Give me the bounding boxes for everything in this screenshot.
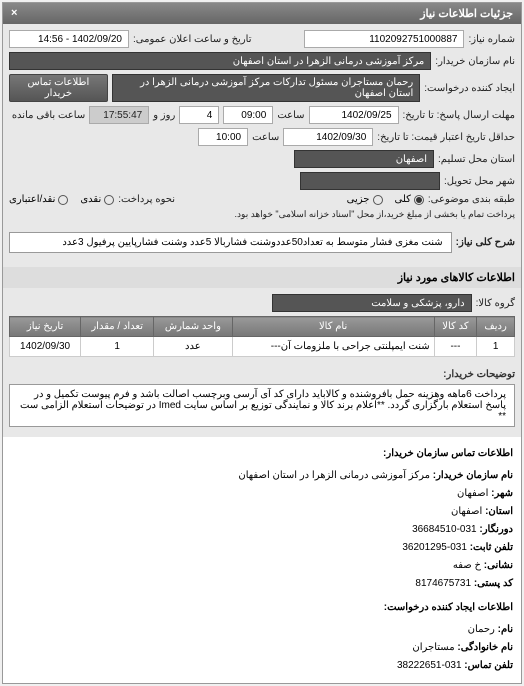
phone-label: تلفن ثابت: xyxy=(470,542,513,553)
close-icon[interactable]: × xyxy=(11,7,17,19)
remain-time-field: 17:55:47 xyxy=(89,106,149,124)
payment-note: پرداخت تمام یا بخشی از مبلغ خرید،از محل … xyxy=(235,209,515,220)
radio-partial-label: جزیی xyxy=(347,194,370,205)
city-c-label: شهر: xyxy=(491,488,513,499)
name-value: رحمان xyxy=(468,624,495,635)
cell-row: 1 xyxy=(477,337,515,357)
desc-box: شنت مغزی فشار متوسط به تعداد50عددوشنت فش… xyxy=(9,232,452,253)
notes-label: توضیحات خریدار: xyxy=(443,369,515,380)
org-value: مرکز آموزشی درمانی الزهرا در استان اصفها… xyxy=(238,470,430,481)
desc-label: شرح کلی نیاز: xyxy=(456,237,515,248)
city-label: شهر محل تحویل: xyxy=(444,176,515,187)
creator-field: رحمان مستاجران مسئول تدارکات مرکز آموزشی… xyxy=(112,74,420,102)
radio-cash-label: نقدی xyxy=(80,194,101,205)
req-number-label: شماره نیاز: xyxy=(468,34,515,45)
family-label: نام خانوادگی: xyxy=(457,642,513,653)
cell-name: شنت ایمپلنتی جراحی با ملزومات آن--- xyxy=(232,337,434,357)
col-row: ردیف xyxy=(477,317,515,337)
radio-credit-label: نقد/اعتباری xyxy=(9,194,55,205)
radio-credit[interactable]: نقد/اعتباری xyxy=(9,194,68,205)
postal-value: 8174675731 xyxy=(415,578,471,589)
family-value: مستاجران xyxy=(412,642,454,653)
deadline-time-label: ساعت xyxy=(277,110,304,121)
req-number-field: 1102092751000887 xyxy=(304,30,464,48)
panel-header: جزئیات اطلاعات نیاز × xyxy=(3,3,521,24)
deadline-date-field: 1402/09/25 xyxy=(309,106,399,124)
goods-section-title: اطلاعات کالاهای مورد نیاز xyxy=(3,267,521,288)
category-radio-group: کلی جزیی xyxy=(347,194,424,205)
province-label: استان: xyxy=(485,506,513,517)
category-label: طبقه بندی موضوعی: xyxy=(428,194,515,205)
days-field: 4 xyxy=(179,106,219,124)
contact-line: استان: اصفهان xyxy=(11,503,513,521)
remain-label: ساعت باقی مانده xyxy=(12,110,85,121)
radio-dot-icon xyxy=(414,195,424,205)
radio-cash[interactable]: نقدی xyxy=(80,194,114,205)
buyer-field: مرکز آموزشی درمانی الزهرا در استان اصفها… xyxy=(9,52,431,70)
radio-dot-icon xyxy=(58,195,68,205)
fax-value: 031-36684510 xyxy=(412,524,477,535)
table-row: 1 --- شنت ایمپلنتی جراحی با ملزومات آن--… xyxy=(10,337,515,357)
cell-qty: 1 xyxy=(81,337,154,357)
valid-date-field: 1402/09/30 xyxy=(283,128,373,146)
col-name: نام کالا xyxy=(232,317,434,337)
fax-label: دورنگار: xyxy=(479,524,513,535)
postal-label: کد پستی: xyxy=(474,578,513,589)
contact-line: کد پستی: 8174675731 xyxy=(11,575,513,593)
valid-time-field: 10:00 xyxy=(198,128,248,146)
days-label: روز و xyxy=(153,110,175,121)
contact-line: تلفن تماس: 031-38222651 xyxy=(11,657,513,675)
deadline-time-field: 09:00 xyxy=(223,106,273,124)
col-code: کد کالا xyxy=(434,317,477,337)
panel-title: جزئیات اطلاعات نیاز xyxy=(420,8,513,20)
contact-line: نام: رحمان xyxy=(11,621,513,639)
loc-field: اصفهان xyxy=(294,150,434,168)
notes-text: پرداخت 6ماهه وهزینه حمل بافروشنده و کالا… xyxy=(9,384,515,427)
cell-code: --- xyxy=(434,337,477,357)
buyer-label: نام سازمان خریدار: xyxy=(435,56,515,67)
city-field xyxy=(300,172,440,190)
contact-line: شهر: اصفهان xyxy=(11,485,513,503)
radio-all-label: کلی xyxy=(395,194,411,205)
contact-line: تلفن ثابت: 031-36201295 xyxy=(11,539,513,557)
name-label: نام: xyxy=(498,624,513,635)
contact-line: دورنگار: 031-36684510 xyxy=(11,521,513,539)
cell-date: 1402/09/30 xyxy=(10,337,81,357)
contact-line: نشانی: خ صفه xyxy=(11,557,513,575)
table-header-row: ردیف کد کالا نام کالا واحد شمارش تعداد /… xyxy=(10,317,515,337)
org-label: نام سازمان خریدار: xyxy=(433,470,513,481)
contact-line: نام سازمان خریدار: مرکز آموزشی درمانی ال… xyxy=(11,467,513,485)
phone-value: 031-36201295 xyxy=(402,542,467,553)
col-unit: واحد شمارش xyxy=(154,317,232,337)
valid-label: حداقل تاریخ اعتبار قیمت: تا تاریخ: xyxy=(377,132,515,143)
radio-partial[interactable]: جزیی xyxy=(347,194,383,205)
contact-button[interactable]: اطلاعات تماس خریدار xyxy=(9,74,108,102)
address-value: خ صفه xyxy=(453,560,481,571)
col-date: تاریخ نیاز xyxy=(10,317,81,337)
city-c-value: اصفهان xyxy=(457,488,488,499)
address-label: نشانی: xyxy=(484,560,513,571)
contact-title: اطلاعات تماس سازمان خریدار: xyxy=(11,445,513,463)
radio-dot-icon xyxy=(373,195,383,205)
group-field: دارو، پزشکی و سلامت xyxy=(272,294,472,312)
contact-line: نام خانوادگی: مستاجران xyxy=(11,639,513,657)
loc-label: استان محل تسلیم: xyxy=(438,154,515,165)
announce-label: تاریخ و ساعت اعلان عمومی: xyxy=(133,34,252,45)
cell-unit: عدد xyxy=(154,337,232,357)
radio-all[interactable]: کلی xyxy=(395,194,424,205)
payment-label: نحوه پرداخت: xyxy=(118,194,175,205)
province-value: اصفهان xyxy=(451,506,482,517)
tel-value: 031-38222651 xyxy=(397,660,462,671)
announce-field: 1402/09/20 - 14:56 xyxy=(9,30,129,48)
col-qty: تعداد / مقدار xyxy=(81,317,154,337)
payment-radio-group: نقدی نقد/اعتباری xyxy=(9,194,114,205)
group-label: گروه کالا: xyxy=(476,298,515,309)
creator-contact-title: اطلاعات ایجاد کننده درخواست: xyxy=(11,599,513,617)
deadline-label: مهلت ارسال پاسخ: تا تاریخ: xyxy=(403,110,515,121)
valid-time-label: ساعت xyxy=(252,132,279,143)
tel-label: تلفن تماس: xyxy=(464,660,513,671)
goods-table: ردیف کد کالا نام کالا واحد شمارش تعداد /… xyxy=(9,316,515,357)
creator-label: ایجاد کننده درخواست: xyxy=(424,83,515,94)
radio-dot-icon xyxy=(104,195,114,205)
